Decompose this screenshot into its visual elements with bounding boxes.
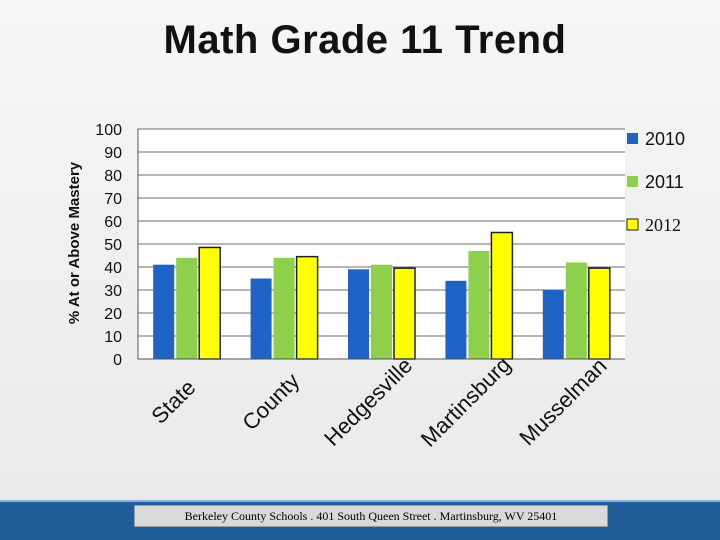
bar [371,264,392,359]
bar [393,267,416,360]
bar [490,231,514,360]
legend: 2010 2011 2012 [626,129,685,235]
y-tick-label: 70 [104,191,122,208]
legend-label: 2010 [645,129,685,149]
bar [273,257,295,359]
bar [542,290,564,359]
y-tick-label: 10 [104,329,122,346]
legend-swatch [626,218,639,231]
legend-label: 2011 [645,172,684,192]
y-axis-label: % At or Above Mastery [66,161,83,324]
bar [588,267,611,360]
legend-swatch [627,176,638,187]
chart-title: Math Grade 11 Trend [163,18,567,62]
footer-accent-line [0,500,720,502]
y-tick-label: 100 [95,122,122,139]
bar [295,255,319,360]
bar [250,278,272,359]
x-tick-label: Hedgesville [319,353,417,451]
y-tick-label: 90 [104,145,122,162]
bar [348,269,369,359]
legend-swatch [627,133,638,144]
x-tick-label: Musselman [514,353,611,450]
y-tick-label: 80 [104,168,122,185]
y-tick-label: 40 [104,260,122,277]
bar [176,257,198,359]
y-tick-label: 0 [113,352,122,369]
bar [565,262,587,359]
x-tick-label: Martinsburg [416,352,516,452]
footer-text: Berkeley County Schools . 401 South Quee… [184,509,558,523]
bar [198,246,221,360]
bar [468,250,490,359]
bars [153,231,611,360]
y-tick-label: 50 [104,237,122,254]
bar [445,280,467,359]
legend-label: 2012 [645,215,681,235]
bar [153,264,175,359]
footer-box [134,505,608,527]
y-tick-label: 30 [104,283,122,300]
x-tick-label: State [146,375,200,429]
y-tick-label: 60 [104,214,122,231]
y-tick-label: 20 [104,306,122,323]
x-tick-label: County [237,368,304,435]
